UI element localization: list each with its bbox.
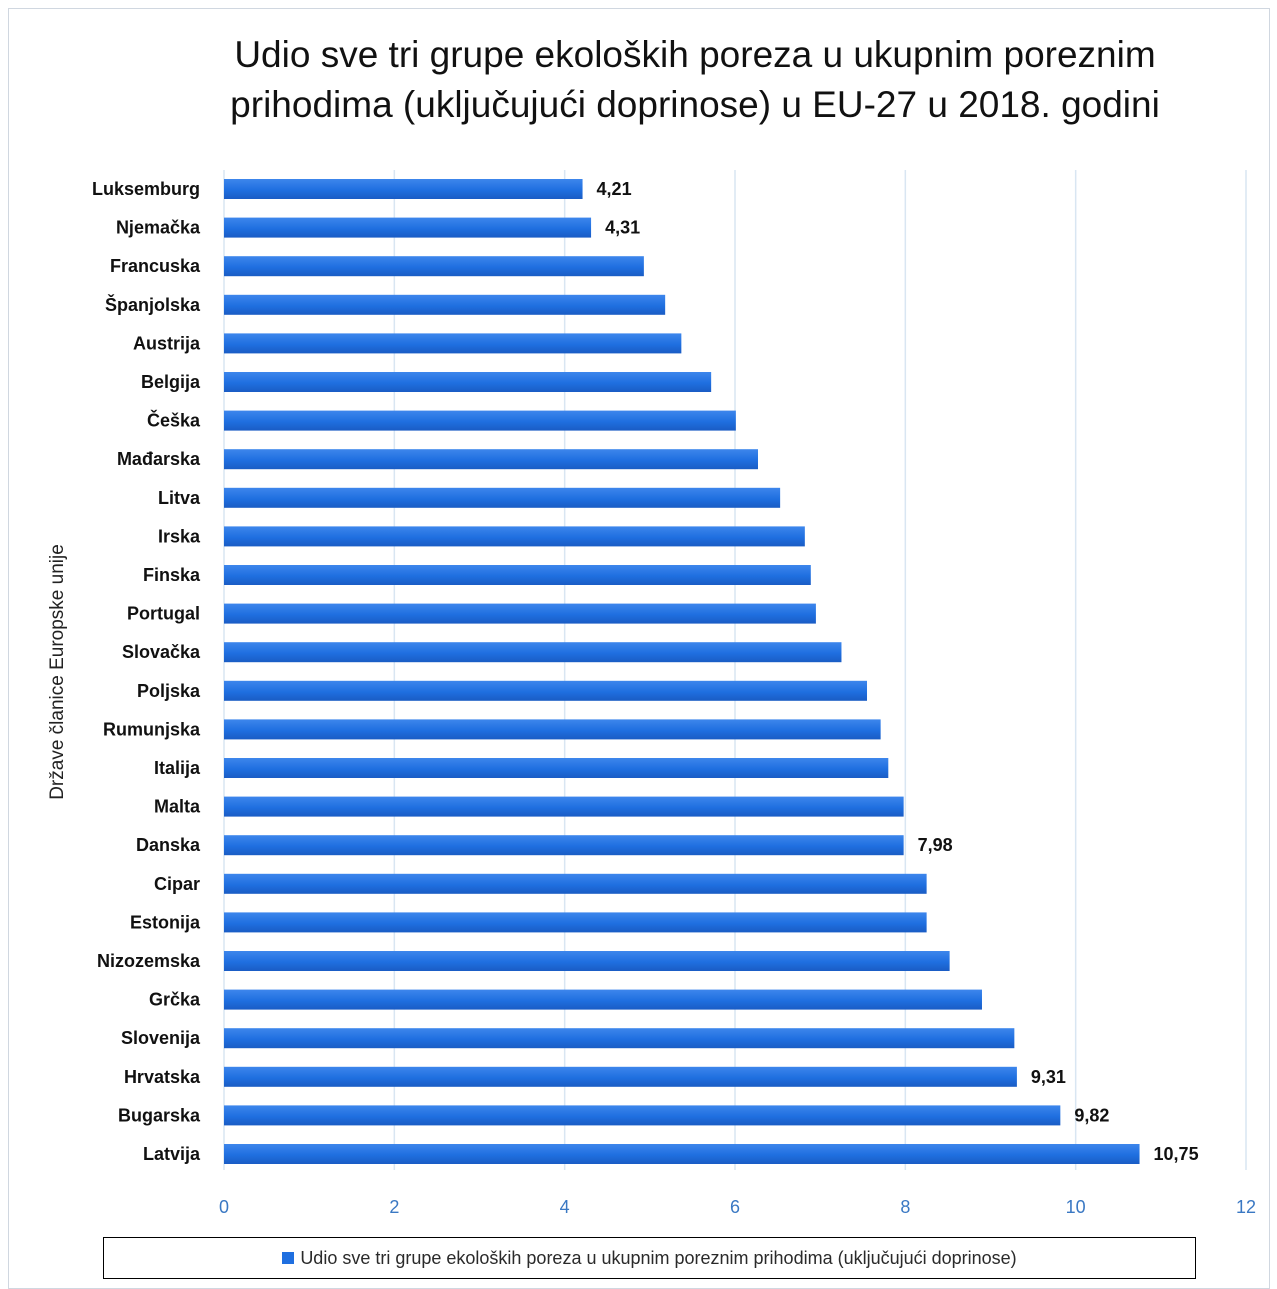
y-tick-label: Poljska bbox=[137, 681, 201, 701]
y-tick-label: Malta bbox=[154, 797, 201, 817]
bar bbox=[224, 1144, 1140, 1164]
bar bbox=[224, 217, 592, 238]
bar bbox=[224, 294, 666, 315]
bar bbox=[224, 565, 811, 585]
legend-swatch bbox=[282, 1252, 295, 1264]
y-tick-label: Mađarska bbox=[117, 449, 201, 469]
data-label: 4,21 bbox=[597, 179, 632, 199]
bar bbox=[224, 1028, 1015, 1049]
bar bbox=[224, 410, 736, 431]
data-label: 4,31 bbox=[605, 218, 640, 238]
y-tick-label: Slovenija bbox=[121, 1028, 201, 1048]
bar bbox=[224, 179, 583, 199]
y-tick-label: Finska bbox=[143, 565, 201, 585]
y-tick-label: Luksemburg bbox=[92, 179, 200, 199]
y-tick-label: Češka bbox=[147, 410, 201, 431]
data-label: 10,75 bbox=[1154, 1144, 1199, 1164]
bar bbox=[224, 989, 982, 1010]
legend-label: Udio sve tri grupe ekoloških poreza u uk… bbox=[300, 1247, 1017, 1268]
bar bbox=[224, 1066, 1017, 1087]
y-tick-label: Španjolska bbox=[105, 294, 201, 315]
bar bbox=[224, 642, 842, 663]
data-label: 9,82 bbox=[1074, 1105, 1109, 1125]
bar bbox=[224, 449, 758, 470]
bar bbox=[224, 719, 881, 740]
bar bbox=[224, 873, 927, 894]
bar bbox=[224, 487, 781, 508]
y-tick-label: Rumunjska bbox=[103, 719, 201, 739]
chart-title-line-2: prihodima (uključujući doprinose) u EU-2… bbox=[230, 84, 1160, 125]
y-tick-label: Francuska bbox=[110, 256, 201, 276]
y-tick-label: Bugarska bbox=[118, 1105, 201, 1125]
y-tick-label: Danska bbox=[136, 835, 201, 855]
x-tick-label: 0 bbox=[219, 1197, 229, 1217]
bar bbox=[224, 256, 644, 277]
x-tick-label: 8 bbox=[900, 1197, 910, 1217]
y-tick-label: Belgija bbox=[141, 372, 201, 392]
y-tick-label: Irska bbox=[158, 526, 201, 546]
bar bbox=[224, 372, 712, 392]
y-tick-label: Latvija bbox=[143, 1144, 201, 1164]
x-tick-label: 12 bbox=[1236, 1197, 1256, 1217]
chart-title-line-1: Udio sve tri grupe ekoloških poreza u uk… bbox=[234, 34, 1156, 75]
y-tick-label: Njemačka bbox=[116, 218, 201, 238]
y-tick-label: Italija bbox=[154, 758, 201, 778]
y-tick-label: Estonija bbox=[130, 912, 201, 932]
bar bbox=[224, 526, 805, 547]
y-tick-label: Portugal bbox=[127, 604, 200, 624]
bar bbox=[224, 333, 682, 354]
x-tick-label: 10 bbox=[1066, 1197, 1086, 1217]
y-tick-label: Slovačka bbox=[122, 642, 201, 662]
chart-title: Udio sve tri grupe ekoloških poreza u uk… bbox=[150, 30, 1240, 130]
bar bbox=[224, 1105, 1061, 1126]
data-label: 9,31 bbox=[1031, 1067, 1066, 1087]
data-label: 7,98 bbox=[918, 835, 953, 855]
y-tick-label: Cipar bbox=[154, 874, 200, 894]
y-tick-label: Litva bbox=[158, 488, 201, 508]
x-tick-label: 2 bbox=[389, 1197, 399, 1217]
bar bbox=[224, 603, 816, 624]
y-tick-label: Grčka bbox=[149, 990, 201, 1010]
bar bbox=[224, 796, 904, 817]
bar bbox=[224, 912, 927, 933]
y-tick-label: Austrija bbox=[133, 333, 201, 353]
bar bbox=[224, 951, 950, 971]
bar bbox=[224, 835, 904, 856]
legend: Udio sve tri grupe ekoloških poreza u uk… bbox=[103, 1237, 1196, 1279]
bar bbox=[224, 758, 889, 778]
bar bbox=[224, 680, 868, 701]
x-tick-label: 6 bbox=[730, 1197, 740, 1217]
x-tick-label: 4 bbox=[560, 1197, 570, 1217]
y-tick-label: Nizozemska bbox=[97, 951, 201, 971]
y-tick-label: Hrvatska bbox=[124, 1067, 201, 1087]
